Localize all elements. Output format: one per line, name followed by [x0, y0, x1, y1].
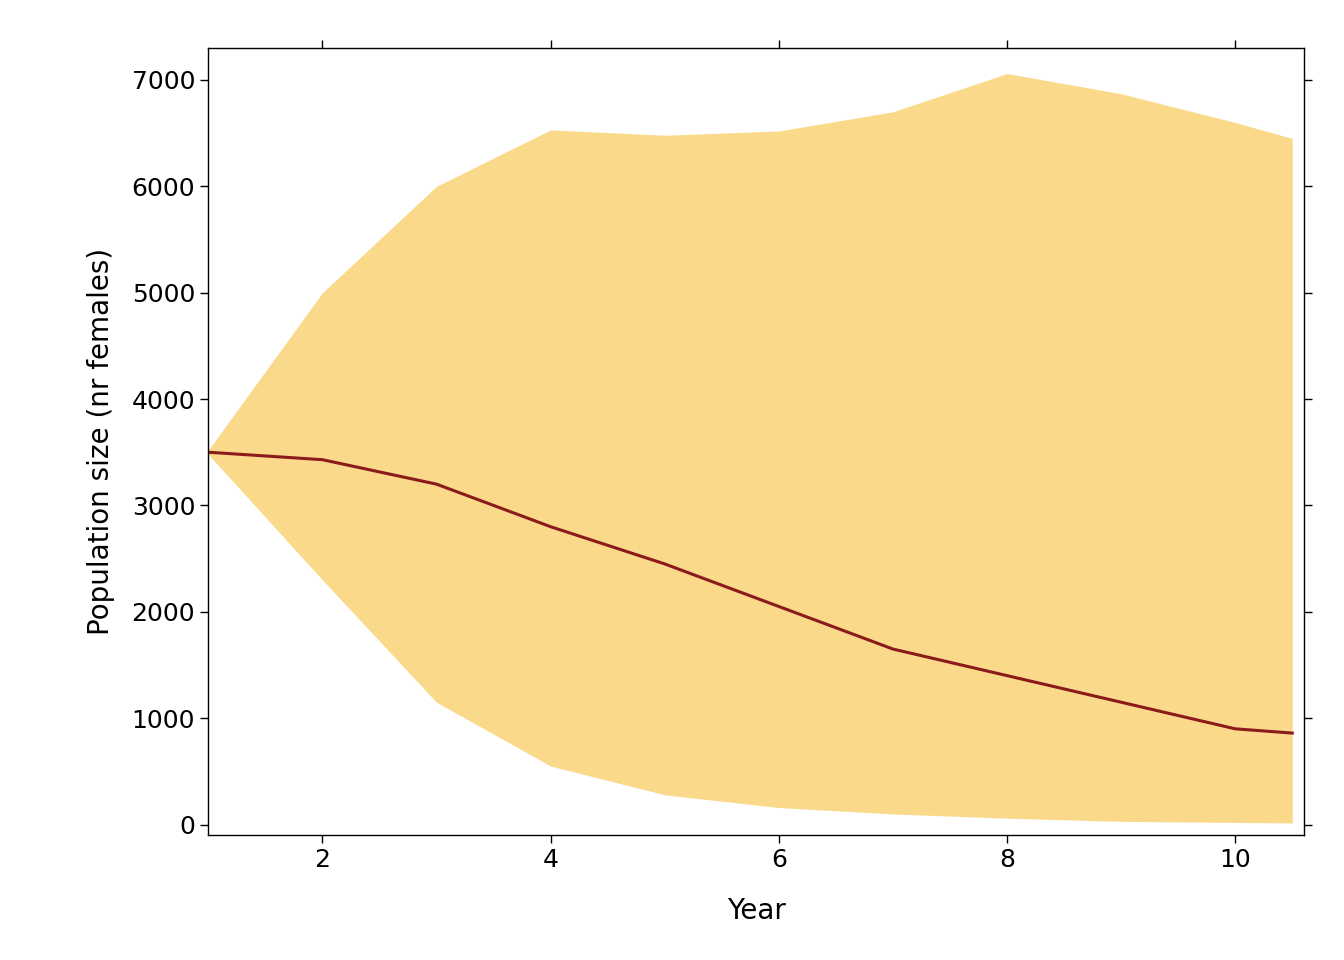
Y-axis label: Population size (nr females): Population size (nr females) [87, 248, 114, 636]
X-axis label: Year: Year [727, 898, 785, 925]
